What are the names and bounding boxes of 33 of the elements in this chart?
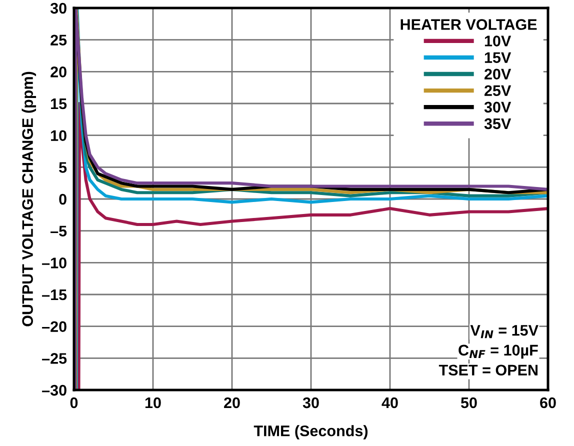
annotation: TSET = OPEN	[438, 364, 538, 376]
y-tick-label: –10	[42, 258, 66, 268]
annotation: C$_{NF}$ = 10µF	[458, 344, 538, 359]
y-tick-label: –15	[42, 290, 67, 300]
y-tick-label: 10	[51, 130, 66, 142]
line-series	[77, 102, 548, 390]
legend-label: 10V	[484, 36, 512, 46]
y-axis-title: OUTPUT VOLTAGE CHANGE (ppm)	[22, 72, 36, 326]
y-tick-label: –5	[50, 226, 67, 237]
y-tick-label: –20	[42, 321, 66, 332]
legend-label: 20V	[484, 68, 512, 80]
x-axis-title: TIME (Seconds)	[254, 425, 368, 440]
legend-title: HEATER VOLTAGE	[400, 19, 537, 30]
x-tick-label: 30	[302, 397, 319, 408]
legend-label: 35V	[484, 118, 512, 130]
y-tick-label: 0	[59, 194, 66, 205]
legend-label: 30V	[484, 102, 512, 113]
legend-label: 25V	[484, 85, 512, 96]
y-tick-label: 25	[50, 34, 67, 46]
y-tick-label: 5	[59, 162, 67, 173]
y-tick-label: 20	[50, 66, 66, 78]
legend-label: 15V	[484, 52, 512, 63]
x-tick-label: 10	[145, 397, 161, 408]
y-tick-label: –25	[42, 353, 67, 364]
x-tick-label: 20	[224, 397, 240, 408]
annotation: V$_{IN}$ = 15V	[470, 325, 538, 338]
y-tick-label: –30	[42, 384, 66, 396]
x-tick-label: 60	[540, 397, 556, 408]
x-tick-label: 50	[460, 397, 477, 408]
x-tick-label: 40	[382, 397, 398, 408]
x-tick-label: 0	[70, 397, 78, 408]
y-tick-label: 30	[50, 2, 66, 14]
y-tick-label: 15	[51, 98, 67, 110]
